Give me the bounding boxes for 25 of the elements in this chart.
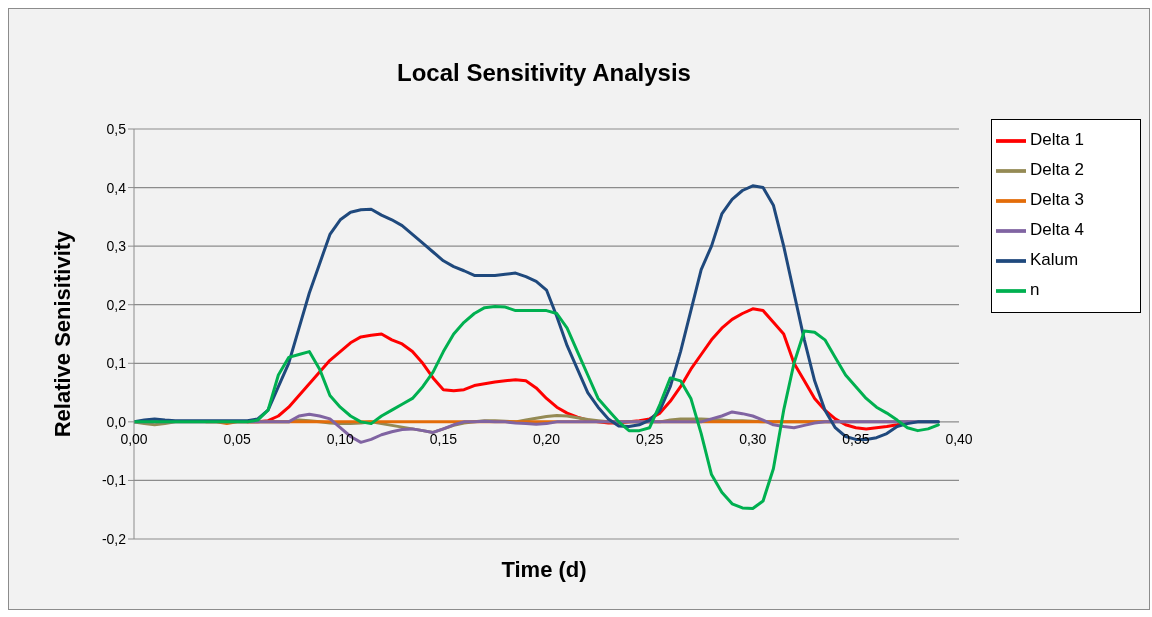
x-tick-label: 0,25 [636,430,664,447]
legend-label: Delta 2 [1030,160,1084,180]
legend-label: n [1030,280,1040,300]
legend-label: Delta 3 [1030,190,1084,210]
y-tick-label: 0,4 [106,179,127,196]
x-tick-label: 0,00 [120,430,148,447]
legend-label: Delta 4 [1030,220,1084,240]
x-tick-label: 0,10 [326,430,355,447]
y-tick-label: 0,1 [106,355,127,372]
y-tick-label: -0,2 [101,530,127,547]
x-axis-title: Time (d) [500,557,588,583]
x-tick-label: 0,20 [532,430,561,447]
y-tick-label: 0,5 [106,120,127,137]
x-tick-label: 0,30 [739,430,767,447]
y-axis-title: Relative Senisitivity [49,229,75,438]
y-tick-label: 0,0 [106,413,127,430]
x-tick-label: 0,40 [945,430,973,447]
x-tick-label: 0,15 [429,430,458,447]
legend-label: Kalum [1030,250,1079,270]
legend-label: Delta 1 [1030,130,1084,150]
chart-title: Local Sensitivity Analysis [396,59,692,87]
y-tick-label: -0,1 [101,472,127,489]
y-tick-label: 0,2 [106,296,127,313]
y-tick-label: 0,3 [106,238,127,255]
x-tick-label: 0,05 [223,430,251,447]
